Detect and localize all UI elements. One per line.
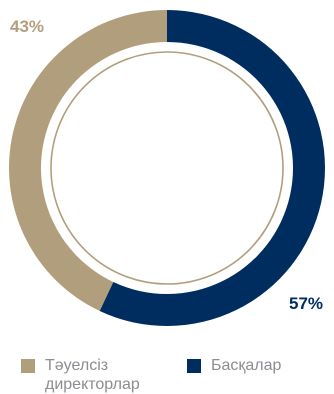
inner-ring-outline [50,51,284,285]
slice-label-independent-directors: 43% [10,17,45,36]
legend-swatch-independent-directors [21,359,35,373]
donut-chart [9,10,325,326]
legend-label-others: Басқалар [211,357,282,374]
legend-label-independent-directors: Тәуелсіз директорлар [45,357,140,393]
legend-item-independent-directors: Тәуелсіз директорлар [21,356,195,394]
legend-swatch-others [187,359,201,373]
slice-independent-directors [9,10,168,311]
slice-label-others: 57% [289,294,324,313]
legend-item-others: Басқалар [187,356,281,375]
slice-others [99,10,325,326]
